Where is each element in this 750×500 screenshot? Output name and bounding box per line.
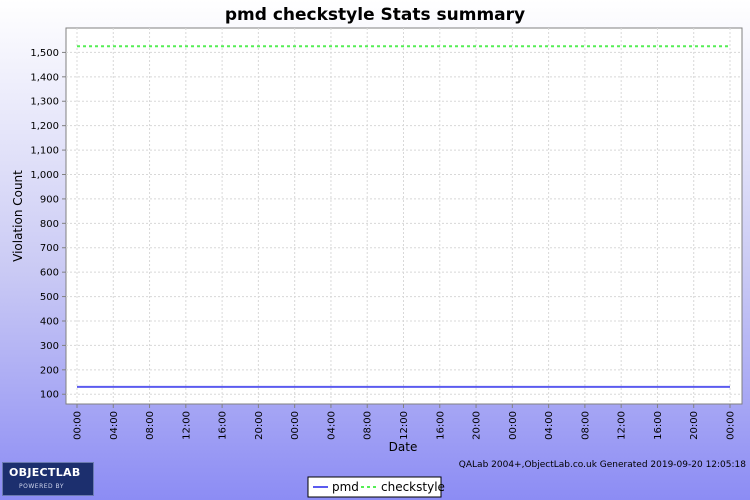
x-axis-label: Date bbox=[389, 440, 418, 454]
y-tick-label: 900 bbox=[40, 194, 59, 205]
y-tick-label: 500 bbox=[40, 292, 59, 303]
x-tick-label: 12:00 bbox=[181, 411, 192, 440]
x-tick-label: 20:00 bbox=[254, 411, 265, 440]
y-tick-label: 300 bbox=[40, 341, 59, 352]
y-tick-label: 1,200 bbox=[30, 121, 59, 132]
x-axis: 00:00 04:00 08:00 12:00 16:00 20:00 00:00 04:00… bbox=[73, 404, 737, 440]
legend: pmd checkstyle bbox=[307, 476, 445, 498]
x-tick-label: 00:00 bbox=[508, 411, 519, 440]
y-axis: 100 200 300 400 500 600 700 800 900 1,000 1,100 1,2… bbox=[30, 48, 66, 401]
generated-footer: QALab 2004+,ObjectLab.co.uk Generated 20… bbox=[458, 460, 746, 470]
y-tick-label: 400 bbox=[40, 316, 59, 327]
x-tick-label: 00:00 bbox=[726, 411, 737, 440]
y-tick-label: 600 bbox=[40, 268, 59, 279]
y-tick-label: 1,400 bbox=[30, 72, 59, 83]
x-tick-label: 00:00 bbox=[290, 411, 301, 440]
logo-sub-text: POWERED BY bbox=[19, 483, 65, 490]
y-tick-label: 1,300 bbox=[30, 97, 59, 108]
legend-label-pmd: pmd bbox=[332, 480, 359, 494]
x-tick-label: 16:00 bbox=[218, 411, 229, 440]
y-tick-label: 1,100 bbox=[30, 146, 59, 157]
chart-title: pmd checkstyle Stats summary bbox=[225, 5, 525, 25]
x-tick-label: 20:00 bbox=[689, 411, 700, 440]
x-tick-label: 04:00 bbox=[326, 411, 337, 440]
x-tick-label: 12:00 bbox=[399, 411, 410, 440]
x-tick-label: 20:00 bbox=[472, 411, 483, 440]
y-tick-label: 200 bbox=[40, 365, 59, 376]
x-tick-label: 08:00 bbox=[580, 411, 591, 440]
x-tick-label: 16:00 bbox=[653, 411, 664, 440]
y-tick-label: 700 bbox=[40, 243, 59, 254]
series-lines bbox=[77, 45, 730, 388]
x-tick-label: 12:00 bbox=[617, 411, 628, 440]
y-tick-label: 1,500 bbox=[30, 48, 59, 59]
y-tick-label: 800 bbox=[40, 219, 59, 230]
y-axis-label: Violation Count bbox=[11, 170, 25, 262]
x-tick-label: 04:00 bbox=[109, 411, 120, 440]
x-tick-label: 08:00 bbox=[363, 411, 374, 440]
legend-label-checkstyle: checkstyle bbox=[381, 480, 445, 494]
x-tick-label: 04:00 bbox=[544, 411, 555, 440]
y-tick-label: 100 bbox=[40, 390, 59, 401]
objectlab-logo: OBJECTLAB POWERED BY bbox=[2, 462, 94, 496]
grid bbox=[66, 28, 742, 404]
x-tick-label: 16:00 bbox=[435, 411, 446, 440]
x-tick-label: 00:00 bbox=[73, 411, 84, 440]
logo-main-text: OBJECTLAB bbox=[9, 466, 81, 479]
y-tick-label: 1,000 bbox=[30, 170, 59, 181]
x-tick-label: 08:00 bbox=[145, 411, 156, 440]
